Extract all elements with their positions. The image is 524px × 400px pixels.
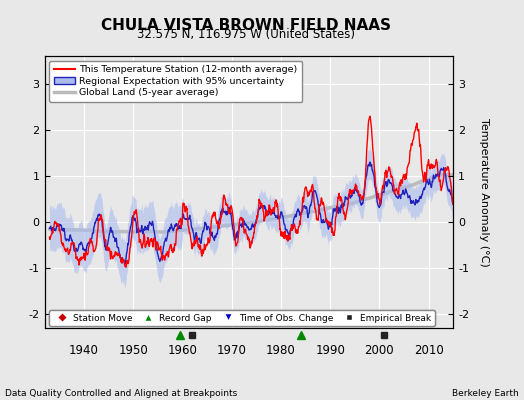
Text: 1980: 1980: [266, 344, 296, 356]
Text: 1940: 1940: [69, 344, 99, 356]
Text: Data Quality Controlled and Aligned at Breakpoints: Data Quality Controlled and Aligned at B…: [5, 389, 237, 398]
Text: 1950: 1950: [118, 344, 148, 356]
Text: 2010: 2010: [414, 344, 443, 356]
Text: 1990: 1990: [315, 344, 345, 356]
Text: 32.575 N, 116.975 W (United States): 32.575 N, 116.975 W (United States): [137, 28, 355, 41]
Text: 1970: 1970: [217, 344, 247, 356]
Text: 1960: 1960: [168, 344, 198, 356]
Text: 2000: 2000: [365, 344, 394, 356]
Text: Berkeley Earth: Berkeley Earth: [452, 389, 519, 398]
Legend: Station Move, Record Gap, Time of Obs. Change, Empirical Break: Station Move, Record Gap, Time of Obs. C…: [49, 310, 435, 326]
Y-axis label: Temperature Anomaly (°C): Temperature Anomaly (°C): [479, 118, 489, 266]
Text: CHULA VISTA BROWN FIELD NAAS: CHULA VISTA BROWN FIELD NAAS: [101, 18, 391, 33]
